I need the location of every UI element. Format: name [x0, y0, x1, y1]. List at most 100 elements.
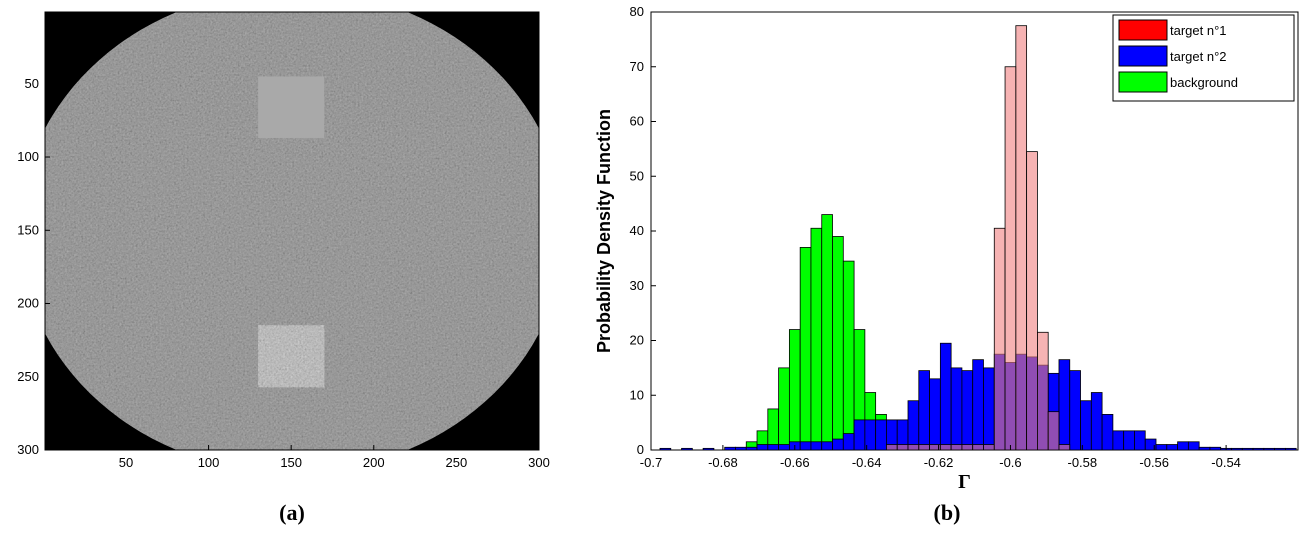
histogram-bar	[1241, 447, 1254, 451]
y-axis-label: Probability Density Function	[594, 109, 614, 353]
panel-a-svg: 50 100 150 200 250 300 50 100 150 200 250 300 (a)	[17, 11, 550, 525]
histogram-bar	[821, 441, 833, 451]
histogram-bar	[1080, 400, 1092, 451]
x-axis-ticks: 50 100 150 200 250 300	[119, 445, 550, 470]
histogram-bar	[745, 446, 758, 451]
histogram-bar	[1123, 430, 1135, 451]
histogram-bar	[767, 408, 780, 451]
histogram-bar	[1090, 392, 1103, 451]
x-tick-label: -0.56	[1139, 455, 1169, 470]
x-tick-label: 100	[198, 455, 220, 470]
histogram-bar	[735, 446, 747, 451]
histogram-bar	[929, 378, 941, 451]
x-tick-label: 250	[446, 455, 468, 470]
y-tick-label: 10	[630, 387, 644, 402]
histogram-bar	[918, 370, 930, 451]
y-tick-label: 200	[17, 296, 39, 311]
histogram-bar	[778, 444, 790, 451]
histogram-bar	[896, 444, 909, 451]
histogram-bar	[939, 444, 952, 451]
histogram-bar	[1263, 447, 1276, 451]
y-tick-label: 70	[630, 59, 644, 74]
histogram-bar	[1166, 444, 1178, 451]
histogram-bar	[1231, 447, 1243, 451]
target-square-1	[258, 76, 325, 138]
histogram-bar	[1187, 441, 1200, 451]
x-tick-label: -0.66	[780, 455, 810, 470]
disk-region	[45, 12, 539, 450]
histogram-bar	[853, 419, 866, 451]
histogram-bar	[983, 367, 995, 451]
panel-a-caption: (a)	[279, 500, 305, 525]
y-tick-label: 250	[17, 369, 39, 384]
histogram-bar	[810, 441, 823, 451]
histogram-bar	[1004, 66, 1017, 451]
histogram-bar	[993, 227, 1006, 451]
histogram-bar	[659, 447, 672, 451]
histogram-bar	[767, 444, 780, 451]
legend-swatch	[1118, 19, 1168, 41]
histogram-bar	[939, 342, 952, 451]
histogram-bar	[1134, 430, 1146, 451]
x-axis-ticks: -0.7 -0.68 -0.66 -0.64 -0.62 -0.6 -0.58 -0.56 -0…	[640, 445, 1241, 470]
panel-b-svg: -0.7 -0.68 -0.66 -0.64 -0.62 -0.6 -0.58 -0.56 -0…	[594, 4, 1299, 525]
histogram-bar	[832, 438, 844, 451]
y-tick-label: 0	[637, 442, 644, 457]
x-tick-label: 200	[363, 455, 385, 470]
histogram-bar	[1015, 25, 1028, 451]
histogram-bar	[950, 367, 963, 451]
histogram-bar	[961, 370, 974, 451]
x-tick-label: 300	[528, 455, 550, 470]
histogram-bar	[972, 359, 984, 451]
histogram-bar	[886, 444, 898, 451]
histogram-bar	[875, 419, 887, 451]
legend-swatch	[1118, 45, 1168, 67]
panel-a-image-plot: 50 100 150 200 250 300 50 100 150 200 250 300 (a)	[0, 0, 560, 536]
x-tick-label: 150	[280, 455, 302, 470]
histogram-bar	[907, 444, 920, 451]
histogram-bar	[972, 444, 984, 451]
histogram-bar	[799, 247, 812, 451]
y-tick-label: 20	[630, 333, 644, 348]
x-tick-label: -0.54	[1211, 455, 1241, 470]
histogram-bar	[1285, 447, 1297, 451]
y-axis-ticks: 0 10 20 30 40 50 60 70 80	[630, 4, 656, 457]
noise-image	[45, 12, 539, 450]
histogram-bar	[1069, 370, 1081, 451]
x-tick-label: -0.6	[999, 455, 1021, 470]
y-tick-label: 300	[17, 442, 39, 457]
histogram-bar	[1037, 331, 1049, 451]
histogram-bar	[1101, 414, 1114, 451]
histogram-bar	[1155, 444, 1168, 451]
histogram-bar	[1058, 359, 1071, 451]
histogram-bar	[1026, 151, 1038, 451]
x-axis-label: Γ	[958, 471, 971, 493]
y-axis-ticks: 50 100 150 200 250 300	[17, 76, 50, 457]
y-tick-label: 60	[630, 114, 644, 129]
histogram-bar	[832, 236, 844, 451]
histogram-bar	[1112, 430, 1125, 451]
histogram-bar	[799, 441, 812, 451]
histogram-bar	[961, 444, 974, 451]
panel-b-histogram: -0.7 -0.68 -0.66 -0.64 -0.62 -0.6 -0.58 -0.56 -0…	[560, 0, 1299, 536]
histogram-bar	[842, 433, 855, 451]
histogram-bar	[907, 400, 920, 451]
target-square-noise	[258, 325, 325, 388]
histogram-bar	[681, 447, 693, 451]
y-tick-label: 150	[17, 222, 39, 237]
y-tick-label: 50	[25, 76, 39, 91]
histogram-bar	[778, 367, 790, 451]
panel-b-caption: (b)	[934, 500, 961, 525]
histogram-bar	[1058, 444, 1071, 451]
legend-swatch	[1118, 71, 1168, 93]
legend-label: target n°2	[1170, 49, 1227, 64]
histogram-bar	[1209, 446, 1222, 451]
histogram-bar	[950, 444, 963, 451]
histogram-bar	[1198, 446, 1211, 451]
histogram-bar	[702, 447, 715, 451]
y-tick-label: 100	[17, 149, 39, 164]
x-tick-label: -0.58	[1068, 455, 1098, 470]
histogram-bar	[1047, 411, 1060, 451]
y-tick-label: 40	[630, 223, 644, 238]
y-tick-label: 80	[630, 4, 644, 19]
